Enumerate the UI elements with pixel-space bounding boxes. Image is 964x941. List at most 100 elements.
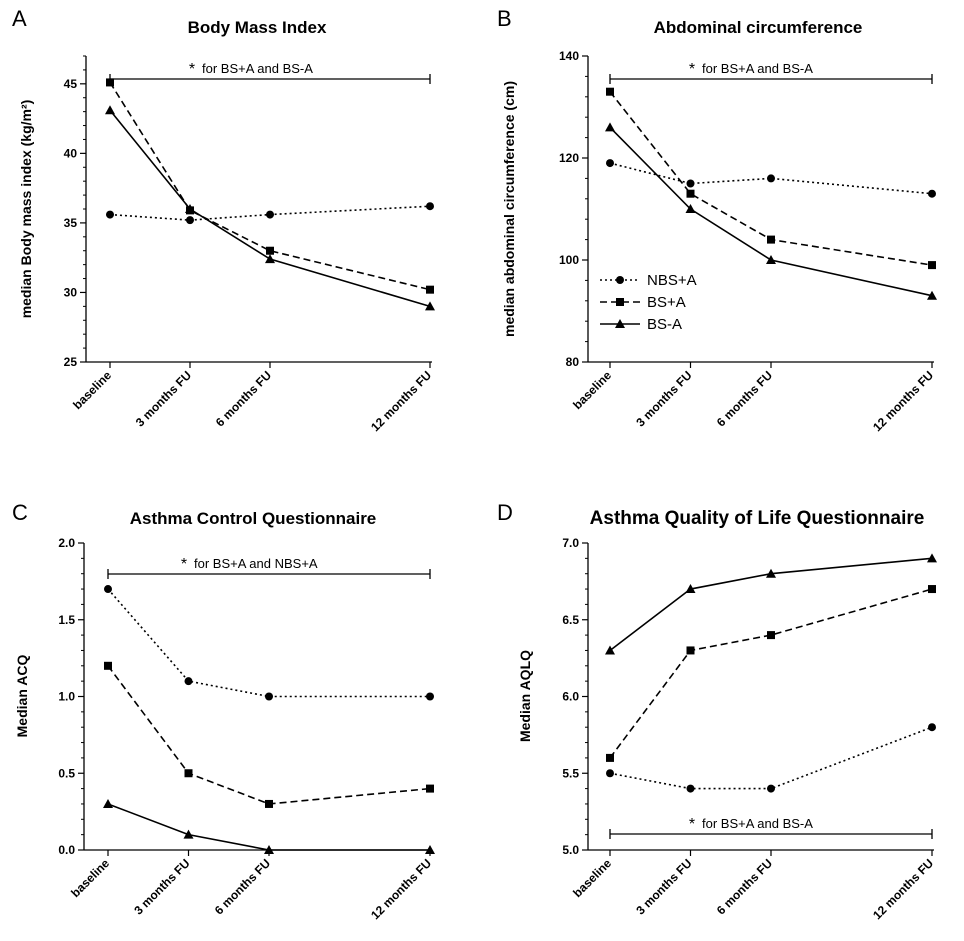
series-bs-a: [105, 105, 435, 311]
y-axis-label: median Body mass index (kg/m²): [18, 100, 34, 319]
panel-letter: B: [497, 6, 512, 31]
y-tick-label: 6.5: [562, 613, 579, 627]
data-point: [106, 210, 114, 219]
panel-d: D Asthma Quality of Life Questionnaire 5.0…: [497, 500, 937, 922]
data-point: [104, 661, 112, 670]
data-point: [606, 87, 614, 96]
x-tick-label: baseline: [70, 368, 114, 412]
y-tick-label: 6.0: [562, 690, 579, 704]
panel-b: B Abdominal circumference 80 100 120 140 basel…: [497, 6, 937, 434]
y-tick-label: 45: [64, 77, 78, 91]
y-axis-label: median abdominal circumference (cm): [501, 81, 517, 337]
data-point: [686, 646, 695, 655]
y-tick-label: 35: [64, 216, 78, 230]
data-point: [105, 105, 115, 115]
significance-text: for BS+A and BS-A: [702, 61, 813, 76]
series-nbs-a: [606, 723, 936, 793]
series-line: [609, 726, 933, 790]
data-point: [103, 798, 113, 808]
data-point: [605, 645, 615, 655]
y-tick-label: 25: [64, 355, 78, 369]
significance-star: *: [689, 61, 695, 78]
y-tick-label: 1.5: [58, 613, 75, 627]
x-tick-label: 12 months FU: [870, 856, 936, 922]
series-line: [109, 109, 431, 308]
data-point: [606, 159, 614, 168]
legend-marker: [616, 276, 624, 284]
x-tick-label: baseline: [68, 856, 112, 900]
series-bs-a: [104, 661, 434, 808]
y-tick-label: 40: [64, 146, 78, 160]
series-line: [609, 588, 933, 759]
y-tick-label: 80: [566, 355, 580, 369]
significance-bracket: * for BS+A and BS-A: [609, 816, 933, 839]
data-point: [606, 753, 614, 762]
significance-bracket: * for BS+A and NBS+A: [107, 556, 431, 579]
series-nbs-a: [104, 585, 434, 701]
legend-marker: [616, 298, 624, 306]
series-line: [107, 803, 430, 851]
x-tick-label: 12 months FU: [368, 856, 434, 922]
chart-title: Asthma Control Questionnaire: [130, 509, 377, 528]
data-point: [928, 585, 936, 594]
data-point: [426, 285, 434, 294]
series-line: [609, 91, 933, 266]
significance-star: *: [689, 816, 695, 833]
data-point: [185, 204, 195, 213]
x-tick-label: 6 months FU: [714, 368, 775, 429]
series-bs-a: [606, 87, 936, 270]
data-point: [266, 246, 274, 255]
data-point: [184, 769, 193, 778]
data-point: [927, 290, 937, 300]
series-bs-a: [605, 553, 937, 655]
y-tick-label: 5.0: [562, 843, 579, 857]
x-tick-label: 6 months FU: [212, 856, 273, 917]
chart-title: Abdominal circumference: [654, 18, 863, 37]
data-point: [767, 174, 775, 183]
x-tick-label: baseline: [570, 856, 614, 900]
y-tick-label: 140: [559, 49, 579, 63]
y-tick-label: 2.0: [58, 536, 75, 550]
data-point: [686, 189, 695, 198]
x-tick-label: 3 months FU: [133, 368, 194, 429]
data-point: [266, 210, 274, 219]
data-point: [425, 845, 435, 854]
y-tick-label: 30: [64, 285, 78, 299]
data-point: [767, 235, 775, 244]
y-tick-label: 100: [559, 253, 579, 267]
legend-entry: BS-A: [647, 316, 682, 333]
series-bs-a: [605, 122, 937, 300]
data-point: [928, 261, 936, 270]
series-line: [609, 557, 933, 652]
data-point: [186, 216, 194, 225]
data-point: [265, 254, 275, 264]
series-line: [609, 126, 933, 297]
y-tick-label: 0.5: [58, 766, 75, 780]
data-point: [767, 784, 775, 793]
data-point: [766, 255, 776, 264]
data-point: [184, 677, 193, 686]
data-point: [605, 122, 615, 132]
significance-star: *: [181, 556, 187, 573]
data-point: [426, 784, 434, 793]
data-point: [426, 202, 434, 211]
data-point: [767, 631, 775, 640]
significance-bracket: * for BS+A and BS-A: [609, 61, 933, 84]
panel-letter: D: [497, 500, 513, 525]
significance-text: for BS+A and NBS+A: [194, 556, 318, 571]
data-point: [183, 829, 194, 839]
panel-a: A Body Mass Index 25 30 35 40 45 baseline 3 mont…: [12, 6, 435, 434]
panel-letter: C: [12, 500, 28, 525]
chart-title: Body Mass Index: [188, 18, 327, 37]
series-nbs-a: [606, 159, 936, 198]
legend: NBS+A BS+A BS-A: [600, 272, 697, 333]
y-axis-label: Median ACQ: [14, 655, 30, 738]
data-point: [686, 784, 695, 793]
y-axis-label: Median AQLQ: [517, 650, 533, 742]
data-point: [686, 179, 695, 188]
significance-text: for BS+A and BS-A: [702, 816, 813, 831]
panel-c: C Asthma Control Questionnaire 0.0 0.5 1.0 1.…: [12, 500, 435, 922]
data-point: [927, 553, 937, 563]
panel-letter: A: [12, 6, 27, 31]
